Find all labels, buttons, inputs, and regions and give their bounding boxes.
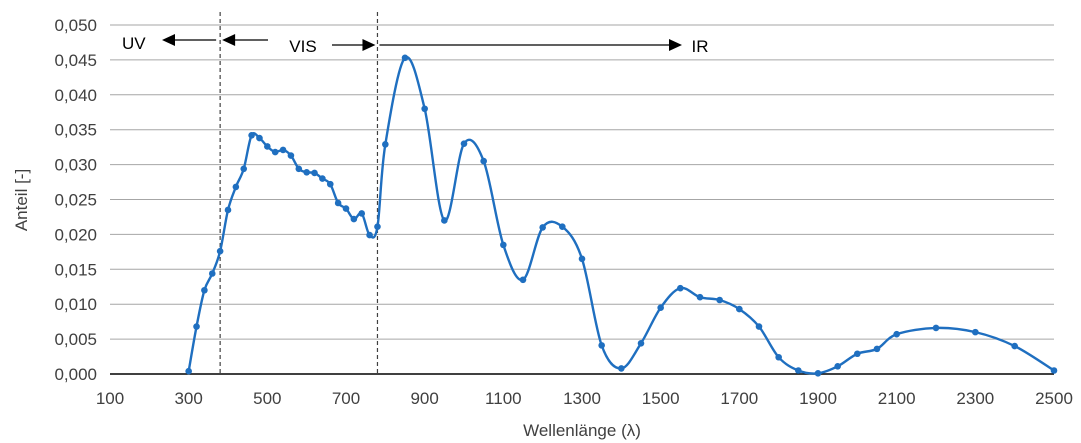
y-tick-label: 0,025 xyxy=(54,191,97,210)
data-point xyxy=(795,367,802,374)
data-point xyxy=(185,367,192,375)
data-point xyxy=(1011,342,1018,350)
region-arrows xyxy=(162,34,682,51)
data-point xyxy=(208,270,216,277)
x-tick-label: 2500 xyxy=(1035,389,1073,408)
data-point xyxy=(326,180,334,188)
x-tick-label: 1900 xyxy=(799,389,837,408)
data-point xyxy=(441,217,448,224)
data-point xyxy=(716,296,723,304)
y-tick-labels: 0,000 0,005 0,010 0,015 0,020 0,025 0,030 0,035… xyxy=(54,16,97,384)
x-tick-label: 1500 xyxy=(642,389,680,408)
data-point xyxy=(500,241,507,249)
data-point xyxy=(232,183,240,191)
data-point xyxy=(256,134,263,142)
data-point xyxy=(932,324,940,332)
data-point xyxy=(216,247,224,255)
data-point xyxy=(279,146,287,154)
data-point xyxy=(303,168,310,176)
uv-region-label: UV xyxy=(122,34,146,53)
data-point xyxy=(559,223,566,231)
y-tick-label: 0,020 xyxy=(54,225,97,244)
data-point xyxy=(311,169,318,177)
region-annotations: UV VIS IR xyxy=(122,34,709,56)
data-point xyxy=(358,210,366,217)
data-point xyxy=(893,330,900,338)
region-boundaries xyxy=(219,12,379,374)
data-point xyxy=(193,323,200,330)
data-point xyxy=(342,205,350,212)
y-tick-label: 0,015 xyxy=(54,260,97,279)
data-point xyxy=(834,363,841,370)
data-point xyxy=(264,143,271,150)
y-tick-label: 0,045 xyxy=(54,51,97,70)
data-point xyxy=(696,293,704,301)
data-point xyxy=(598,342,605,349)
data-point xyxy=(519,276,527,284)
data-point xyxy=(1050,367,1058,374)
data-point xyxy=(382,141,389,148)
data-point xyxy=(421,105,428,113)
data-point xyxy=(578,255,586,263)
data-point xyxy=(873,345,881,353)
y-tick-label: 0,000 xyxy=(54,365,97,384)
series-line xyxy=(187,55,1055,375)
y-tick-label: 0,005 xyxy=(54,330,97,349)
y-tick-label: 0,030 xyxy=(54,156,97,175)
data-point xyxy=(201,286,208,294)
data-point xyxy=(460,140,468,147)
data-point xyxy=(480,157,487,165)
x-tick-label: 1300 xyxy=(563,389,601,408)
data-point xyxy=(736,305,743,313)
arrow-head xyxy=(222,34,236,46)
arrow-head xyxy=(669,39,682,51)
data-point xyxy=(972,328,979,336)
x-tick-label: 900 xyxy=(410,389,438,408)
arrow-head xyxy=(162,34,175,46)
data-point xyxy=(539,224,546,231)
data-point xyxy=(319,175,326,182)
data-point xyxy=(271,148,279,156)
gridlines xyxy=(110,24,1054,340)
x-tick-label: 2100 xyxy=(878,389,916,408)
data-point xyxy=(401,54,409,62)
data-point xyxy=(677,284,684,292)
data-point xyxy=(657,304,664,311)
data-point xyxy=(775,353,782,361)
data-point xyxy=(224,206,232,214)
y-tick-label: 0,050 xyxy=(54,16,97,35)
data-point xyxy=(248,131,255,139)
data-point xyxy=(755,323,763,330)
y-axis-title: Anteil [-] xyxy=(12,169,31,231)
x-tick-label: 700 xyxy=(332,389,360,408)
data-point xyxy=(366,231,373,239)
ir-region-label: IR xyxy=(692,37,709,56)
data-point xyxy=(287,152,295,159)
y-tick-label: 0,035 xyxy=(54,121,97,140)
data-point xyxy=(814,370,822,377)
x-tick-labels: 100 300 500 700 900 1100 1300 1500 1700 1900 2100 2… xyxy=(96,389,1073,408)
x-tick-label: 100 xyxy=(96,389,124,408)
x-tick-label: 1700 xyxy=(720,389,758,408)
data-points xyxy=(185,54,1058,377)
x-tick-label: 1100 xyxy=(485,389,522,408)
data-point xyxy=(618,365,625,372)
x-axis-title: Wellenlänge (λ) xyxy=(523,421,641,440)
arrow-head xyxy=(362,39,376,51)
data-point xyxy=(334,199,342,207)
data-point xyxy=(637,339,645,347)
data-point xyxy=(350,215,358,223)
x-tick-label: 300 xyxy=(174,389,202,408)
data-point xyxy=(240,165,248,173)
x-tick-label: 2300 xyxy=(956,389,994,408)
data-point xyxy=(374,223,381,231)
y-tick-label: 0,010 xyxy=(54,295,97,314)
data-point xyxy=(295,165,303,173)
vis-region-label: VIS xyxy=(289,37,316,56)
y-tick-label: 0,040 xyxy=(54,86,97,105)
data-point xyxy=(854,350,861,358)
x-tick-label: 500 xyxy=(253,389,281,408)
